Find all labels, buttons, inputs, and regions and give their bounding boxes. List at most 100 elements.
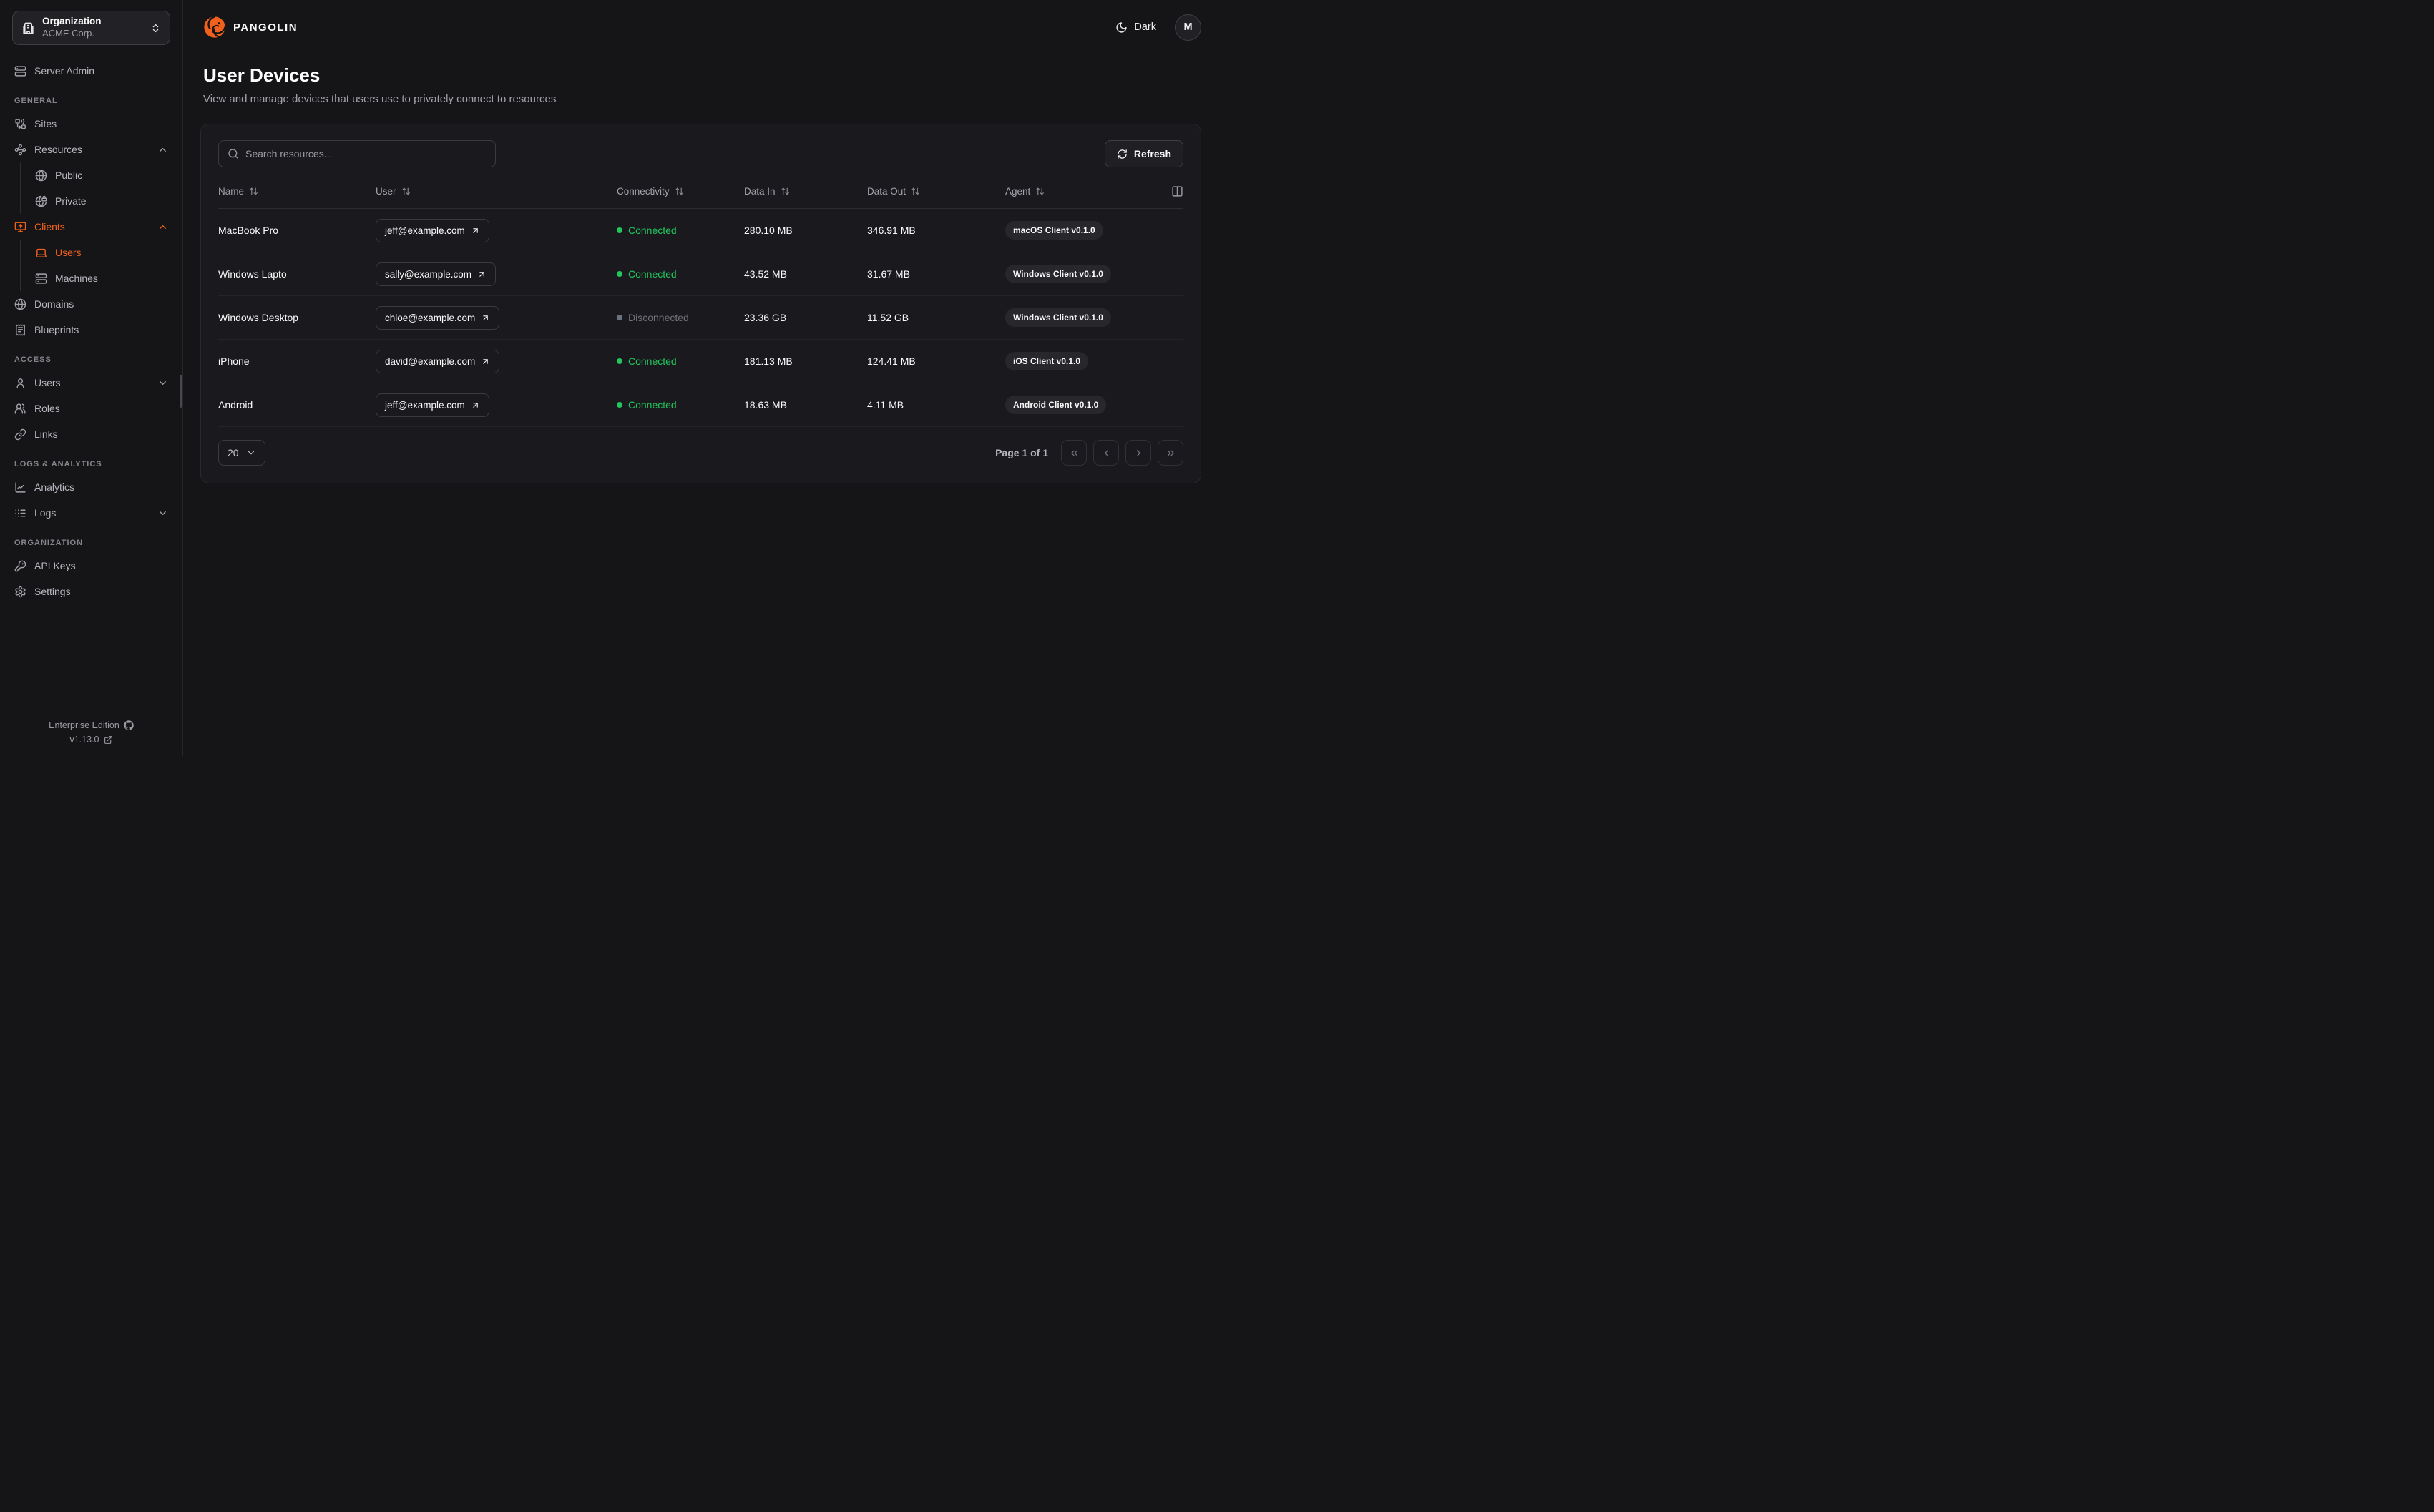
chevrons-up-down-icon xyxy=(150,23,161,34)
sidebar-item-label: Resources xyxy=(34,144,82,155)
data-in-value: 23.36 GB xyxy=(744,312,787,323)
globe-lock-icon xyxy=(35,195,47,207)
sidebar-item-analytics[interactable]: Analytics xyxy=(7,474,175,500)
table-row: Windows Desktop chloe@example.com Discon… xyxy=(218,296,1183,340)
chevron-up-icon[interactable] xyxy=(157,144,168,155)
user-link-button[interactable]: sally@example.com xyxy=(376,262,496,286)
brand[interactable]: PANGOLIN xyxy=(203,16,298,39)
column-header-data-out[interactable]: Data Out xyxy=(867,186,1005,197)
org-selector-text: Organization ACME Corp. xyxy=(42,16,143,39)
last-page-button[interactable] xyxy=(1158,440,1183,466)
org-selector-value: ACME Corp. xyxy=(42,28,94,39)
sidebar-item-label: Users xyxy=(55,247,82,258)
column-header-user[interactable]: User xyxy=(376,186,617,197)
avatar-initial: M xyxy=(1183,21,1193,33)
column-header-data-in[interactable]: Data In xyxy=(744,186,867,197)
column-header-name[interactable]: Name xyxy=(218,186,376,197)
sidebar-item-sites[interactable]: Sites xyxy=(7,111,175,137)
sidebar-item-resources[interactable]: Resources xyxy=(7,137,175,162)
chevrons-right-icon xyxy=(1165,448,1176,458)
globe-icon xyxy=(14,298,26,310)
user-link-button[interactable]: jeff@example.com xyxy=(376,218,489,242)
device-name: Windows Lapto xyxy=(218,268,287,280)
table-toolbar: Refresh xyxy=(218,140,1183,167)
agent-badge: Android Client v0.1.0 xyxy=(1005,396,1107,414)
status-dot xyxy=(617,271,622,277)
avatar[interactable]: M xyxy=(1175,14,1201,41)
topbar: PANGOLIN Dark M xyxy=(183,0,1217,54)
next-page-button[interactable] xyxy=(1125,440,1151,466)
sidebar-item-links[interactable]: Links xyxy=(7,421,175,447)
sidebar-item-settings[interactable]: Settings xyxy=(7,579,175,604)
arrow-up-right-icon xyxy=(481,357,490,366)
devices-card: Refresh Name User Connectivity Data In xyxy=(200,124,1201,483)
column-header-agent[interactable]: Agent xyxy=(1005,186,1159,197)
sidebar-item-clients[interactable]: Clients xyxy=(7,214,175,240)
version-row[interactable]: v1.13.0 xyxy=(7,735,175,745)
device-name: Android xyxy=(218,399,253,411)
column-label: Connectivity xyxy=(617,186,670,197)
key-icon xyxy=(14,560,26,572)
sidebar-item-blueprints[interactable]: Blueprints xyxy=(7,317,175,343)
sidebar: Organization ACME Corp. Server Admin GEN… xyxy=(0,0,183,756)
link-icon xyxy=(14,428,26,441)
sidebar-item-public[interactable]: Public xyxy=(28,162,175,188)
arrow-up-right-icon xyxy=(471,401,480,410)
theme-toggle[interactable]: Dark xyxy=(1115,21,1156,34)
first-page-button[interactable] xyxy=(1061,440,1087,466)
devices-table: Name User Connectivity Data In Data Out xyxy=(218,175,1183,427)
sidebar-item-label: Clients xyxy=(34,221,65,232)
sidebar-item-users[interactable]: Users xyxy=(7,370,175,396)
chevron-down-icon[interactable] xyxy=(157,508,168,519)
column-header-connectivity[interactable]: Connectivity xyxy=(617,186,744,197)
waypoints-icon xyxy=(14,144,26,156)
sidebar-item-logs[interactable]: Logs xyxy=(7,500,175,526)
sidebar-item-domains[interactable]: Domains xyxy=(7,291,175,317)
user-link-button[interactable]: chloe@example.com xyxy=(376,305,500,330)
columns-icon xyxy=(1171,185,1183,197)
search-input[interactable] xyxy=(245,148,487,159)
sidebar-item-private[interactable]: Private xyxy=(28,188,175,214)
connectivity-status: Connected xyxy=(617,268,744,280)
status-label: Connected xyxy=(628,399,677,411)
refresh-button[interactable]: Refresh xyxy=(1104,140,1183,167)
page-subtitle: View and manage devices that users use t… xyxy=(203,93,557,105)
connectivity-status: Disconnected xyxy=(617,312,744,323)
user-link-button[interactable]: jeff@example.com xyxy=(376,393,489,417)
chevron-up-icon[interactable] xyxy=(157,222,168,232)
status-dot xyxy=(617,402,622,408)
sidebar-heading-general: GENERAL xyxy=(14,97,58,105)
edition-row[interactable]: Enterprise Edition xyxy=(7,720,175,730)
user-link-button[interactable]: david@example.com xyxy=(376,349,500,373)
sidebar-item-label: Roles xyxy=(34,403,60,414)
sidebar-item-server-admin[interactable]: Server Admin xyxy=(7,58,175,84)
refresh-icon xyxy=(1117,149,1128,159)
sidebar-item-api-keys[interactable]: API Keys xyxy=(7,553,175,579)
sidebar-item-label: Logs xyxy=(34,507,57,519)
sort-icon xyxy=(781,187,790,196)
sidebar-item-label: Analytics xyxy=(34,481,75,493)
server-icon xyxy=(14,65,26,77)
column-label: Name xyxy=(218,186,245,197)
prev-page-button[interactable] xyxy=(1093,440,1119,466)
github-icon xyxy=(124,720,134,730)
connectivity-status: Connected xyxy=(617,225,744,236)
page-size-value: 20 xyxy=(228,447,239,458)
column-visibility-button[interactable] xyxy=(1171,185,1183,197)
data-out-value: 124.41 MB xyxy=(867,355,916,367)
device-name: Windows Desktop xyxy=(218,312,299,323)
page-size-select[interactable]: 20 xyxy=(218,440,265,466)
chevron-right-icon xyxy=(1133,448,1144,458)
arrow-up-right-icon xyxy=(477,270,487,279)
sidebar-item-client-users[interactable]: Users xyxy=(28,240,175,265)
sidebar-item-machines[interactable]: Machines xyxy=(28,265,175,291)
org-selector[interactable]: Organization ACME Corp. xyxy=(12,11,170,45)
user-icon xyxy=(14,377,26,389)
device-name: MacBook Pro xyxy=(218,225,279,236)
sidebar-scrollbar-thumb[interactable] xyxy=(180,375,182,408)
status-label: Connected xyxy=(628,225,677,236)
laptop-icon xyxy=(35,247,47,259)
chevron-down-icon[interactable] xyxy=(157,378,168,388)
column-label: User xyxy=(376,186,396,197)
sidebar-item-roles[interactable]: Roles xyxy=(7,396,175,421)
